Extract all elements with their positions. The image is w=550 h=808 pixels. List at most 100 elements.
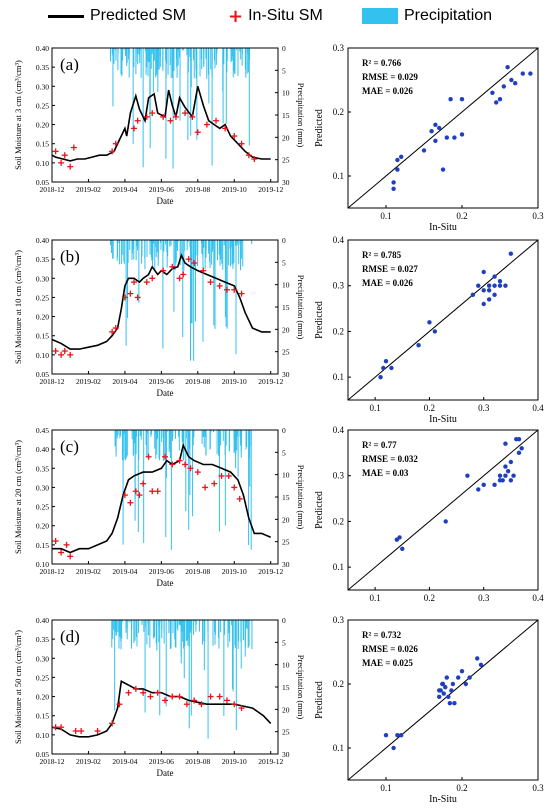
scatter-point <box>416 342 421 348</box>
insitu-marker <box>238 140 245 147</box>
insitu-marker <box>176 275 183 282</box>
scatter-stat: MAE = 0.026 <box>362 86 413 96</box>
plus-marker-icon: + <box>228 5 244 27</box>
precip-bars <box>109 48 251 169</box>
scatter-point <box>513 81 518 86</box>
y-tick-label: 0.15 <box>36 332 49 341</box>
x-tick-label: 2019-10 <box>222 377 247 386</box>
scatter-point <box>503 464 508 469</box>
insitu-marker <box>223 286 230 293</box>
scatter-x-axis-label: In-Situ <box>429 794 457 805</box>
scatter-point <box>378 374 383 380</box>
scatter-point <box>448 97 453 102</box>
scatter-frame <box>347 239 539 401</box>
y-axis-label: Soil Moisture at 3 cm (cm³/cm³) <box>13 60 23 170</box>
x-tick-label: 2018-12 <box>40 185 65 194</box>
insitu-marker <box>154 689 161 696</box>
insitu-marker <box>169 263 176 270</box>
y2-axis-label: Precipitation (mm) <box>296 655 306 720</box>
scatter-point <box>520 71 525 76</box>
scatter-point <box>440 681 446 687</box>
panel-label: (d) <box>60 627 80 646</box>
scatter-point <box>381 365 386 371</box>
insitu-marker <box>140 689 147 696</box>
scatter-y-tick-label: 0.4 <box>333 425 345 435</box>
y2-tick-label: 10 <box>282 281 290 290</box>
scatter-point <box>497 283 503 288</box>
scatter-y-tick-label: 0.1 <box>333 743 344 753</box>
scatter-point <box>467 675 472 680</box>
scatter-point <box>503 473 508 478</box>
y-tick-label: 0.40 <box>36 616 49 625</box>
scatter-point <box>395 167 400 172</box>
one-to-one-line <box>347 429 539 591</box>
panel-2: 0.05 0.10 0.15 0.20 0.25 0.30 0.35 0.40 0 5 10 15 20… <box>13 235 544 425</box>
scatter-point <box>437 688 442 693</box>
y2-tick-label: 5 <box>282 638 286 647</box>
insitu-marker <box>127 290 134 297</box>
y2-tick-label: 20 <box>282 133 290 142</box>
scatter-point <box>391 186 396 191</box>
y2-tick-label: 25 <box>282 156 290 165</box>
insitu-marker <box>143 113 150 120</box>
insitu-marker <box>216 693 223 700</box>
panel-1: 0.05 0.10 0.15 0.20 0.25 0.30 0.35 0.40 0 5 10 15 20… <box>13 43 544 233</box>
y-tick-label: 0.10 <box>36 731 49 740</box>
insitu-marker <box>127 499 134 506</box>
y-tick-label: 0.15 <box>36 541 49 550</box>
scatter-point <box>459 669 465 674</box>
y2-tick-label: 0 <box>282 426 286 435</box>
insitu-marker <box>116 701 123 708</box>
scatter-y-tick-label: 0.2 <box>333 516 344 526</box>
x-tick-label: 2018-12 <box>40 757 65 766</box>
one-to-one-line <box>347 239 539 401</box>
y2-tick-label: 30 <box>282 370 290 379</box>
scatter-point <box>444 135 449 140</box>
scatter-point <box>481 269 486 275</box>
insitu-marker <box>222 125 229 132</box>
y-tick-label: 0.40 <box>36 236 49 245</box>
scatter-stat: RMSE = 0.029 <box>362 72 418 82</box>
predicted-line-swatch <box>48 14 84 18</box>
scatter-point <box>511 473 516 478</box>
x-tick-label: 2019-10 <box>222 567 247 576</box>
scatter-point <box>497 278 503 284</box>
insitu-marker <box>145 453 152 460</box>
insitu-marker <box>169 693 176 700</box>
scatter-y-tick-label: 0.3 <box>333 471 345 481</box>
insitu-marker <box>58 549 65 556</box>
scatter-stat: R² = 0.785 <box>362 250 402 260</box>
scatter-stat: RMSE = 0.027 <box>362 264 418 274</box>
scatter-point <box>429 129 434 134</box>
scatter-point <box>399 733 404 738</box>
scatter-point <box>463 681 468 687</box>
scatter-point <box>497 97 503 102</box>
insitu-marker <box>63 541 70 548</box>
y-tick-label: 0.30 <box>36 483 49 492</box>
x-tick-label: 2019-04 <box>112 757 137 766</box>
scatter-point <box>447 701 453 706</box>
insitu-marker <box>172 113 179 120</box>
y2-tick-label: 20 <box>282 325 290 334</box>
scatter-point <box>440 167 446 172</box>
insitu-marker <box>182 461 189 468</box>
scatter-point <box>383 733 389 738</box>
scatter-point <box>486 297 492 302</box>
scatter-stat: R² = 0.77 <box>362 440 397 450</box>
y-tick-label: 0.15 <box>36 712 49 721</box>
y-tick-label: 0.20 <box>36 121 49 130</box>
scatter-stat: R² = 0.732 <box>362 630 402 640</box>
y2-axis-label: Precipitation (mm) <box>296 83 306 148</box>
insitu-marker <box>67 351 74 358</box>
scatter-stat: MAE = 0.026 <box>362 278 413 288</box>
y2-tick-label: 10 <box>282 471 290 480</box>
scatter-point <box>456 675 461 680</box>
precip-bars <box>110 240 253 361</box>
y2-tick-label: 5 <box>282 258 286 267</box>
scatter-frame <box>347 47 539 209</box>
y2-tick-label: 20 <box>282 705 290 714</box>
insitu-marker <box>162 697 168 704</box>
insitu-marker <box>167 117 174 124</box>
y-axis-label: Soil Moisture at 10 cm (cm³/cm³) <box>13 250 23 364</box>
